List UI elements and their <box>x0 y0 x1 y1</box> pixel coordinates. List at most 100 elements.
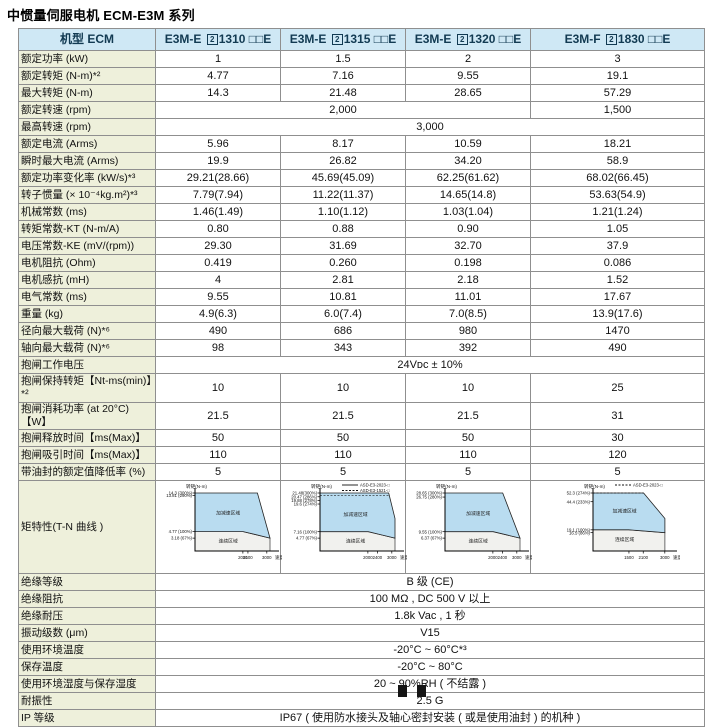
x-tick-label: 2000 <box>488 555 498 560</box>
value-cell: 31.69 <box>280 237 406 255</box>
cont-region-label: 连续区域 <box>346 537 365 544</box>
table-row: 电气常数 (ms) 9.55 10.81 11.01 17.67 <box>18 288 705 306</box>
y-tick-label: 4.77 (100%) <box>169 529 193 534</box>
table-row: 转子惯量 (× 10⁻⁴kg.m²)*³ 7.79(7.94) 11.22(11.3… <box>18 186 705 204</box>
row-label: 耐振性 <box>18 692 156 710</box>
table-row: 抱闸保持转矩【Nt-ms(min)】*² 10 10 10 25 <box>18 373 705 403</box>
value-cell: 21.5 <box>280 402 406 430</box>
value-cell: 0.88 <box>280 220 406 238</box>
value-cell: 4 <box>155 271 281 289</box>
legend-label: ASD-E3-2023-□ <box>633 483 663 488</box>
cont-region-label: 连续区域 <box>469 537 488 544</box>
model-prefix: E3M-E <box>414 32 455 46</box>
model-rest: 1320 □□E <box>468 32 522 46</box>
y-tick-label: 20.47 (286%) <box>291 494 317 499</box>
value-cell: 392 <box>405 339 531 357</box>
value-cell: 2 <box>405 50 531 68</box>
value-cell: 53.63(54.9) <box>530 186 705 204</box>
model-prefix: E3M-F <box>564 32 604 46</box>
y-tick-label: 19.1 (100%) <box>566 527 590 532</box>
value-cell: 0.90 <box>405 220 531 238</box>
x-axis-title: 速度(rpm) <box>400 554 407 561</box>
value-cell: 10.81 <box>280 288 406 306</box>
table-row: IP 等级 IP67 ( 使用防水接头及轴心密封安装 ( 或是使用油封 ) 的机种… <box>18 709 705 727</box>
row-label: 额定电流 (Arms) <box>18 135 156 153</box>
x-tick-label: 3000 <box>660 555 670 560</box>
value-cell: 2.81 <box>280 271 406 289</box>
value-cell: B 级 (CE) <box>155 573 705 591</box>
table-row: 机械常数 (ms) 1.46(1.49) 1.10(1.12) 1.03(1.04) 1… <box>18 203 705 221</box>
cutoff-content-fragment <box>393 684 453 697</box>
y-axis-title: 转矩(N-m) <box>436 483 457 490</box>
table-row: 耐振性 2.5 G <box>18 692 705 710</box>
x-tick-label: 3000 <box>262 555 272 560</box>
row-label: 电压常数-KE (mV/(rpm)) <box>18 237 156 255</box>
value-cell: 50 <box>155 429 281 447</box>
model-variant-box-icon: 2 <box>605 34 617 45</box>
value-cell: 1.21(1.24) <box>530 203 705 221</box>
model-rest: 1315 □□E <box>343 32 397 46</box>
table-row: 最大转矩 (N-m) 14.3 21.48 28.65 57.29 <box>18 84 705 102</box>
row-label: 额定转速 (rpm) <box>18 101 156 119</box>
value-cell: 26.82 <box>280 152 406 170</box>
table-row: 抱闸工作电压 24Vᴅᴄ ± 10% <box>18 356 705 374</box>
value-cell: 110 <box>405 446 531 464</box>
row-label: 抱闸工作电压 <box>18 356 156 374</box>
row-label: 额定功率变化率 (kW/s)*³ <box>18 169 156 187</box>
accel-region-label: 加减速区域 <box>344 511 368 518</box>
value-cell: 1,500 <box>530 101 705 119</box>
value-cell: 11.01 <box>405 288 531 306</box>
page-title: 中惯量伺服电机 ECM-E3M 系列 <box>7 8 195 23</box>
value-cell: 7.16 <box>280 67 406 85</box>
cont-region-label: 连续区域 <box>219 537 238 544</box>
x-tick-label: 2100 <box>638 555 648 560</box>
y-tick-label: 3.18 (67%) <box>171 536 193 541</box>
y-tick-label: 14.3 (300%) <box>169 491 193 496</box>
model-prefix: E3M-E <box>289 32 330 46</box>
value-cell: 5 <box>405 463 531 481</box>
table-row: 电机感抗 (mH) 4 2.81 2.18 1.52 <box>18 271 705 289</box>
value-cell: 14.3 <box>155 84 281 102</box>
value-cell: 34.20 <box>405 152 531 170</box>
y-tick-label: 4.77 (67%) <box>296 536 318 541</box>
value-cell: 0.086 <box>530 254 705 272</box>
y-axis-title: 转矩(N-m) <box>311 483 332 490</box>
accel-region-label: 加减速区域 <box>612 508 636 515</box>
row-label: 绝缘阻抗 <box>18 590 156 608</box>
tn-chart-cell: 14.3 (300%) 13.81 (290%) 4.77 (100%) 3.18 (… <box>155 480 296 574</box>
model-variant-box-icon: 2 <box>331 34 343 45</box>
table-row: 绝缘等级 B 级 (CE) <box>18 573 705 591</box>
value-cell: 30 <box>530 429 705 447</box>
value-cell: 13.9(17.6) <box>530 305 705 323</box>
row-label: 轴向最大载荷 (N)*⁶ <box>18 339 156 357</box>
y-tick-label: 52.3 (274%) <box>566 491 590 496</box>
value-cell: 1.46(1.49) <box>155 203 281 221</box>
y-tick-label: 13.81 (290%) <box>166 493 192 498</box>
value-cell: V15 <box>155 624 705 642</box>
value-cell: 50 <box>280 429 406 447</box>
model-header: E3M-E 2 1320 □□E <box>405 28 531 51</box>
header-row: 机型 ECM E3M-E 2 1310 □□E E3M-E 2 1315 □□E E3M-… <box>18 28 705 51</box>
model-variant-box-icon: 2 <box>206 34 218 45</box>
table-row: 重量 (kg) 4.9(6.3) 6.0(7.4) 7.0(8.5) 13.9(17.6… <box>18 305 705 323</box>
value-cell: 4.9(6.3) <box>155 305 281 323</box>
row-label: 振动级数 (μm) <box>18 624 156 642</box>
x-tick-label: 3000 <box>512 555 522 560</box>
value-cell: 1.8k Vac , 1 秒 <box>155 607 705 625</box>
value-cell: -20°C ~ 60°C*³ <box>155 641 705 659</box>
row-label: 转子惯量 (× 10⁻⁴kg.m²)*³ <box>18 186 156 204</box>
row-label: 保存温度 <box>18 658 156 676</box>
table-row: 额定功率变化率 (kW/s)*³ 29.21(28.66) 45.69(45.09)… <box>18 169 705 187</box>
table-row: 抱闸释放时间【ms(Max)】 50 50 50 30 <box>18 429 705 447</box>
value-cell: 18.21 <box>530 135 705 153</box>
value-cell: 9.55 <box>405 67 531 85</box>
chart-axes <box>319 488 404 552</box>
y-tick-label: 21.48(300%) <box>292 491 317 496</box>
value-cell: 29.30 <box>155 237 281 255</box>
value-cell: 68.02(66.45) <box>530 169 705 187</box>
tn-chart-cell: 28.65 (300%) 26.75 (280%) 9.55 (100%) 6.37 … <box>405 480 546 574</box>
model-rest: 1310 □□E <box>218 32 272 46</box>
legend-label: ASD-E3-1521-□ <box>360 488 390 493</box>
row-label: 额定转矩 (N-m)*² <box>18 67 156 85</box>
x-axis-title: 速度(rpm) <box>525 554 532 561</box>
